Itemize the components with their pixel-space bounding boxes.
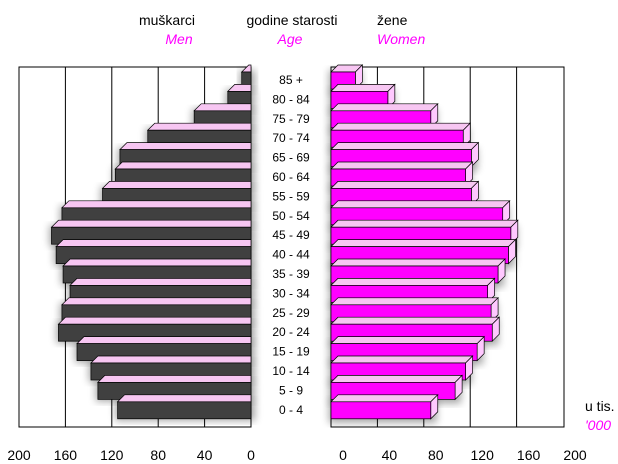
tick-label-men: 80 xyxy=(150,447,166,463)
bar-men-top xyxy=(69,278,252,286)
bar-women-top xyxy=(330,103,439,112)
bar-women-top xyxy=(330,161,474,170)
bar-women-top xyxy=(330,181,480,189)
tick-label-women: 80 xyxy=(428,447,444,463)
bar-men xyxy=(117,401,252,420)
women-heading-en: Women xyxy=(377,31,425,47)
tick-label-women: 120 xyxy=(471,447,495,463)
age-group-label: 75 - 79 xyxy=(272,112,310,126)
bar-women-top xyxy=(330,239,517,247)
age-group-label: 35 - 39 xyxy=(272,267,310,281)
age-group-label: 45 - 49 xyxy=(272,228,310,242)
age-group-label: 70 - 74 xyxy=(272,131,310,145)
tick-label-women: 200 xyxy=(563,447,587,463)
bar-women-top xyxy=(330,355,474,364)
bar-men-top xyxy=(50,219,252,228)
bar-women-top xyxy=(330,200,511,209)
bar-men-top xyxy=(61,200,252,209)
bar-men-top xyxy=(76,336,252,344)
age-group-label: 40 - 44 xyxy=(272,248,310,262)
age-group-label: 0 - 4 xyxy=(279,403,303,417)
age-group-label: 50 - 54 xyxy=(272,209,310,223)
tick-label-men: 200 xyxy=(7,447,31,463)
tick-label-men: 0 xyxy=(247,447,255,463)
bar-men-top xyxy=(146,122,252,131)
axis-ticks: 200 160 120 80 40 0 0 40 80 120 160 200 xyxy=(7,447,587,463)
age-group-label: 15 - 19 xyxy=(272,345,310,359)
bar-women-top xyxy=(330,297,499,306)
age-group-label: 20 - 24 xyxy=(272,325,310,339)
bar-men-top xyxy=(193,103,252,112)
bar-women xyxy=(330,401,432,420)
age-group-label: 80 - 84 xyxy=(272,92,310,106)
bar-men-top xyxy=(61,297,252,306)
age-group-label: 5 - 9 xyxy=(279,383,303,397)
bar-men-top xyxy=(90,355,252,364)
bar-men-top xyxy=(114,161,252,170)
bar-men-top xyxy=(62,258,252,267)
age-heading-en: Age xyxy=(277,31,303,47)
bar-men-top xyxy=(101,181,252,189)
bar-women-top xyxy=(330,258,506,267)
age-group-label: 85 + xyxy=(279,73,303,87)
bar-women-top xyxy=(330,375,463,383)
tick-label-women: 0 xyxy=(339,447,347,463)
unit-label: u tis. xyxy=(585,398,615,414)
women-heading: žene xyxy=(377,12,408,28)
men-heading-en: Men xyxy=(165,31,192,47)
bar-women-top xyxy=(330,336,486,344)
bar-women-top xyxy=(330,316,501,325)
age-group-labels: 85 + 80 - 84 75 - 79 70 - 74 65 - 69 60 - 64 5… xyxy=(272,73,310,417)
age-group-label: 25 - 29 xyxy=(272,306,310,320)
bar-men-top xyxy=(116,394,252,403)
bar-men-top xyxy=(119,142,252,150)
bar-men-top xyxy=(97,375,252,383)
age-group-label: 30 - 34 xyxy=(272,286,310,300)
unit-label-en: '000 xyxy=(585,417,611,433)
tick-label-men: 120 xyxy=(100,447,124,463)
bar-women-top xyxy=(330,278,496,286)
bar-men-top xyxy=(55,239,252,247)
bars xyxy=(50,64,519,420)
bar-men-top xyxy=(57,316,252,325)
age-heading: godine starosti xyxy=(246,12,337,28)
bar-women-top xyxy=(330,219,519,228)
bar-women-top xyxy=(330,394,439,403)
age-group-label: 65 - 69 xyxy=(272,151,310,165)
bar-women-top xyxy=(330,142,480,150)
age-group-label: 55 - 59 xyxy=(272,189,310,203)
tick-label-men: 40 xyxy=(197,447,213,463)
tick-label-women: 160 xyxy=(517,447,541,463)
men-heading: muškarci xyxy=(139,12,195,28)
age-group-label: 60 - 64 xyxy=(272,170,310,184)
bar-women-top xyxy=(330,122,472,131)
tick-label-men: 160 xyxy=(54,447,78,463)
tick-label-women: 40 xyxy=(382,447,398,463)
bar-women-top xyxy=(330,84,396,92)
age-group-label: 10 - 14 xyxy=(272,364,310,378)
